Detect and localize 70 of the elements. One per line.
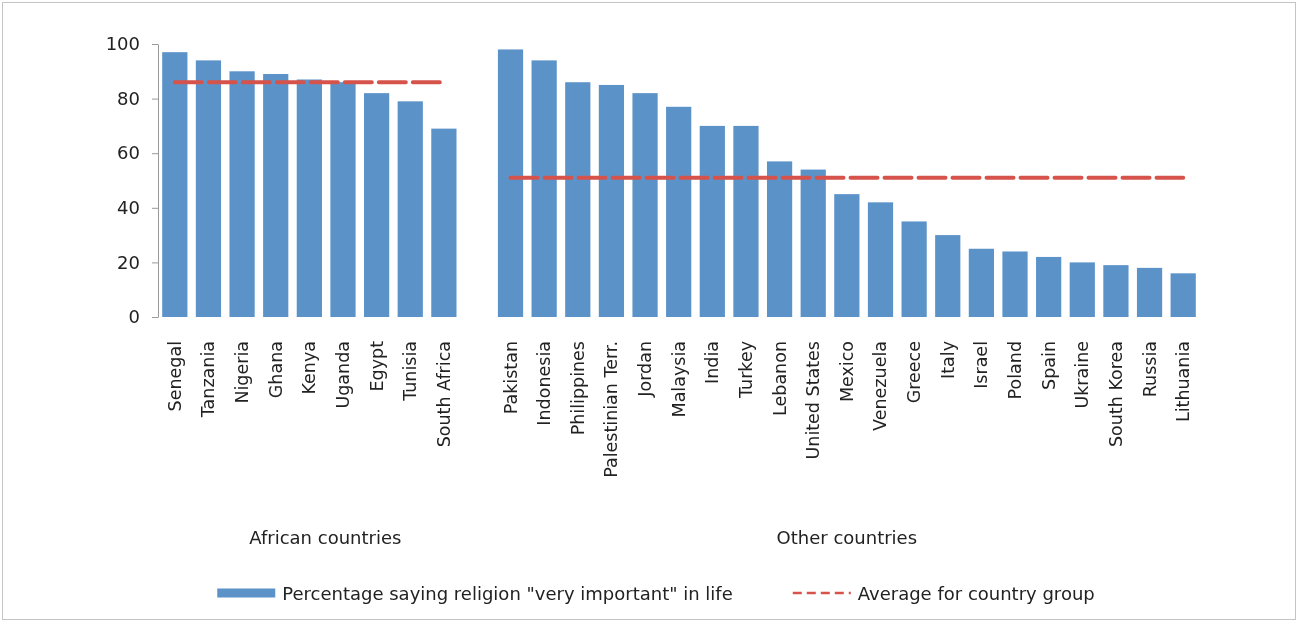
legend-label: Average for country group [857,582,1095,604]
bar [699,125,725,317]
bar [497,49,524,317]
y-tick-label: 0 [128,306,140,328]
x-tick-label: Poland [1005,341,1026,400]
x-tick-label: Israel [971,341,992,389]
y-tick-label: 20 [117,251,140,273]
y-tick-label: 100 [105,33,140,55]
x-tick-label: South Korea [1105,341,1126,448]
y-tick-label: 40 [117,197,140,219]
bar [330,82,356,317]
bar [263,74,289,317]
x-tick-label: Indonesia [534,341,555,426]
y-tick-label: 60 [117,142,140,164]
bar [1036,256,1062,317]
bar [364,93,390,317]
x-tick-label: Philippines [567,341,588,436]
legend-label: Percentage saying religion "very important" in life [282,582,733,604]
bar [1069,262,1095,317]
x-axis-title: Other countries [776,526,918,548]
x-tick-label: Egypt [366,340,387,392]
x-tick-label: Senegal [164,341,185,412]
bar [1002,251,1028,317]
y-tick-label: 80 [117,87,140,109]
x-tick-label: Turkey [735,341,756,399]
x-tick-label: Ukraine [1072,341,1093,409]
bar [733,125,759,317]
bar [935,235,961,317]
bar [531,60,557,317]
x-tick-label: Lebanon [769,341,790,416]
x-tick-label: Spain [1038,341,1059,390]
bar [1170,273,1196,317]
bar [598,84,625,317]
x-tick-label: Italy [937,341,958,379]
bar [431,128,457,317]
x-axis-title: African countries [249,526,402,548]
bar [632,93,658,317]
bar [800,169,826,317]
x-tick-label: India [702,341,723,384]
x-tick-label: Uganda [332,341,353,409]
x-tick-label: Malaysia [668,341,689,418]
x-tick-label: United States [803,341,824,460]
x-tick-label: Russia [1139,341,1160,398]
bar [1136,267,1163,317]
bar [296,79,322,317]
x-tick-label: Palestinian Terr. [601,341,622,478]
bar [195,60,222,317]
x-tick-label: Pakistan [500,341,521,415]
x-tick-label: South Africa [433,341,454,448]
bar [565,82,591,317]
x-tick-label: Lithuania [1173,341,1194,423]
bar [867,202,894,317]
bar [766,161,793,317]
x-tick-label: Ghana [265,341,286,399]
bar [1103,265,1129,317]
bar [834,194,860,317]
bar [162,52,188,317]
bar [968,248,994,317]
bar [397,101,423,317]
x-tick-label: Jordan [635,341,656,398]
x-tick-label: Venezuela [870,341,891,431]
bar [666,106,692,317]
x-tick-label: Kenya [299,341,320,395]
x-tick-label: Tanzania [198,341,219,419]
bar [229,71,255,317]
bar [901,221,927,317]
x-tick-label: Tunisia [400,341,421,402]
x-tick-label: Mexico [836,341,857,403]
x-tick-label: Greece [904,341,925,404]
x-tick-label: Nigeria [232,341,253,404]
